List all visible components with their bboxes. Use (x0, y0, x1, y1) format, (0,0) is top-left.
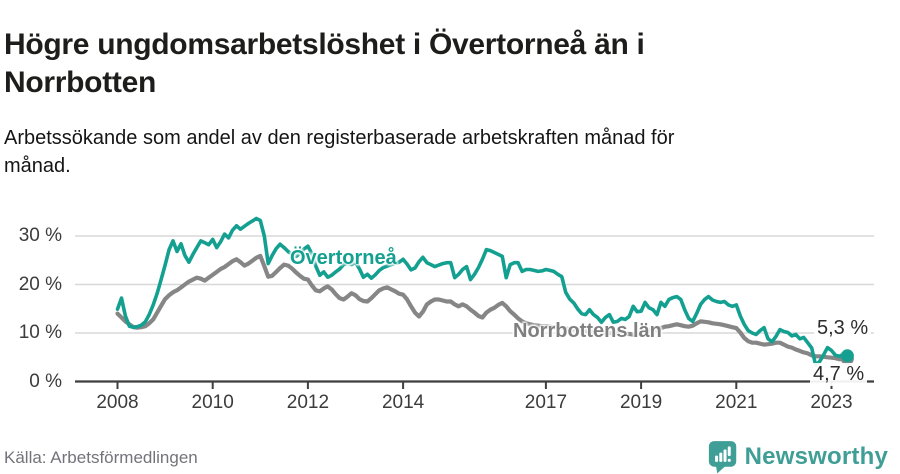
end-value-norrbotten: 4,7 % (810, 363, 868, 386)
series-line-overtornea (115, 216, 850, 367)
series-label-norrbotten: Norrbottens län (513, 320, 662, 342)
x-tick-label: 2023 (810, 392, 853, 413)
newsworthy-icon (708, 441, 736, 474)
y-tick-label: 0 % (29, 370, 62, 392)
end-value-overtornea: 5,3 % (814, 317, 872, 340)
x-tick-label: 2010 (191, 392, 234, 413)
series-line-norrbotten (115, 253, 850, 362)
y-tick-label: 20 % (18, 273, 62, 295)
y-tick-label: 10 % (18, 322, 62, 343)
x-tick-label: 2019 (619, 392, 663, 413)
page-subtitle: Arbetssökande som andel av den registerb… (4, 127, 675, 178)
x-tick-label: 2017 (524, 392, 568, 413)
series-end-dot-overtornea (840, 349, 854, 363)
source-note: Källa: Arbetsförmedlingen (4, 448, 198, 467)
x-tick-label: 2021 (715, 392, 758, 413)
newsworthy-wordmark: Newsworthy (744, 443, 888, 470)
y-tick-label: 30 % (18, 225, 62, 246)
series-label-overtornea: Övertorneå (290, 247, 397, 269)
x-tick-label: 2014 (381, 392, 425, 413)
newsworthy-logo: Newsworthy (708, 440, 888, 474)
page-title: Högre ungdomsarbetslöshet i Övertorneå ä… (4, 28, 645, 100)
x-tick-label: 2008 (96, 392, 139, 413)
x-tick-label: 2012 (286, 392, 330, 413)
